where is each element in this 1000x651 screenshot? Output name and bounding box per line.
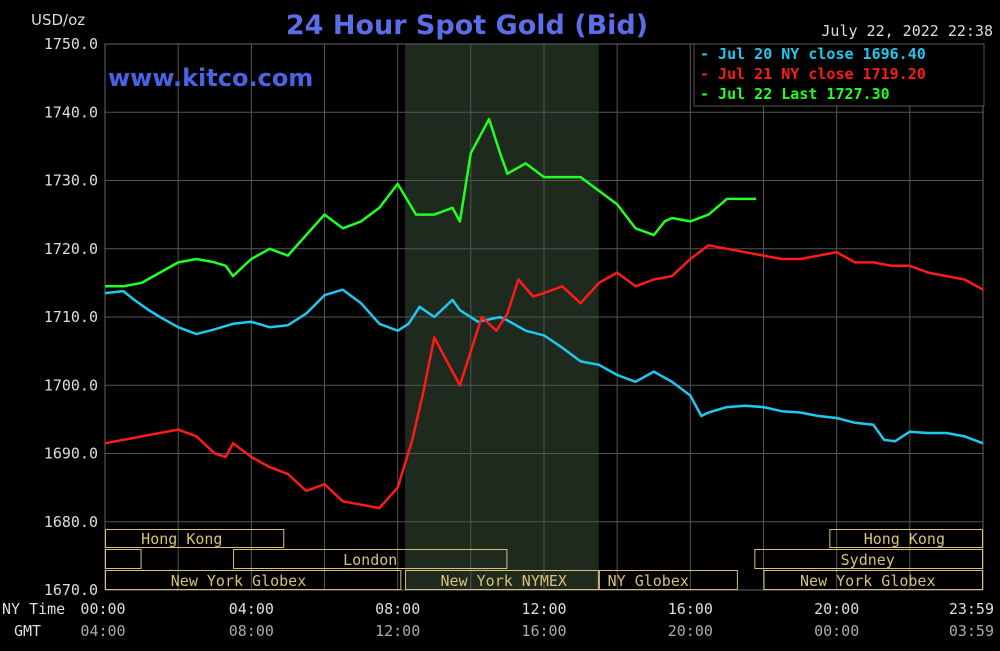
x-axis-label-gmt: GMT xyxy=(14,622,41,640)
trading-sessions: Hong Kong Hong Kong London Sydney New York G… xyxy=(105,529,984,590)
y-tick-label: 1750.0 xyxy=(44,35,98,53)
chart-title: 24 Hour Spot Gold (Bid) xyxy=(286,10,648,41)
y-tick-label: 1730.0 xyxy=(44,172,98,190)
legend-box xyxy=(693,43,985,107)
series-line-jul22 xyxy=(105,117,757,288)
series-line-jul20 xyxy=(104,288,984,445)
legend-entry-jul22: - Jul 22 Last 1727.30 xyxy=(700,85,890,103)
y-tick-label: 1690.0 xyxy=(44,445,98,463)
x-axis-label-ny: NY Time xyxy=(2,600,65,618)
legend-entry-jul21: - Jul 21 NY close 1719.20 xyxy=(700,65,926,83)
timestamp: July 22, 2022 22:38 xyxy=(821,22,993,40)
session-box xyxy=(105,570,402,590)
x-tick-label-ny: 12:00 xyxy=(521,600,566,618)
series-line-jul21 xyxy=(104,244,984,510)
y-tick-label: 1700.0 xyxy=(44,376,98,394)
x-tick-label-gmt: 08:00 xyxy=(229,622,274,640)
y-axis-ticks: 1750.0 1740.0 1730.0 1720.0 1710.0 1700.0 1690… xyxy=(44,35,98,599)
y-tick-label: 1670.0 xyxy=(44,581,98,599)
x-axis-ticks: 00:00 04:00 08:00 12:00 16:00 20:00 23:59 04:00… xyxy=(80,600,994,640)
session-label: NY Globex xyxy=(608,572,689,590)
x-tick-label-gmt: 00:00 xyxy=(814,622,859,640)
x-tick-label-gmt: 20:00 xyxy=(668,622,713,640)
legend-entry-jul20: - Jul 20 NY close 1696.40 xyxy=(700,45,926,63)
units-label: USD/oz xyxy=(31,11,85,29)
session-label: Hong Kong xyxy=(141,530,222,548)
y-tick-label: 1710.0 xyxy=(44,308,98,326)
session-box xyxy=(754,549,984,569)
session-label: Sydney xyxy=(841,551,895,569)
session-label: Hong Kong xyxy=(864,530,945,548)
session-label: London xyxy=(343,551,397,569)
session-label: New York Globex xyxy=(800,572,935,590)
x-tick-label-ny: 08:00 xyxy=(375,600,420,618)
session-box xyxy=(105,549,142,569)
x-tick-label-ny: 16:00 xyxy=(668,600,713,618)
session-label: New York NYMEX xyxy=(441,572,567,590)
session-label: New York Globex xyxy=(171,572,306,590)
session-box xyxy=(598,570,738,590)
x-tick-label-gmt: 16:00 xyxy=(521,622,566,640)
x-tick-label-ny: 00:00 xyxy=(80,600,125,618)
x-tick-label-gmt: 03:59 xyxy=(949,622,994,640)
session-box xyxy=(763,570,983,590)
x-tick-label-gmt: 12:00 xyxy=(375,622,420,640)
x-tick-label-ny: 20:00 xyxy=(814,600,859,618)
x-tick-label-ny: 04:00 xyxy=(229,600,274,618)
x-tick-label-gmt: 04:00 xyxy=(80,622,125,640)
y-tick-label: 1740.0 xyxy=(44,103,98,121)
session-box xyxy=(105,529,285,548)
x-tick-label-ny: 23:59 xyxy=(949,600,994,618)
price-lines xyxy=(104,117,984,510)
session-box xyxy=(404,570,599,590)
grid-lines xyxy=(104,43,984,591)
y-tick-label: 1720.0 xyxy=(44,240,98,258)
session-box xyxy=(233,549,508,569)
legend: - Jul 20 NY close 1696.40 - Jul 21 NY clo… xyxy=(700,45,926,103)
session-box xyxy=(829,529,983,548)
y-tick-label: 1680.0 xyxy=(44,513,98,531)
watermark: www.kitco.com xyxy=(108,64,313,92)
